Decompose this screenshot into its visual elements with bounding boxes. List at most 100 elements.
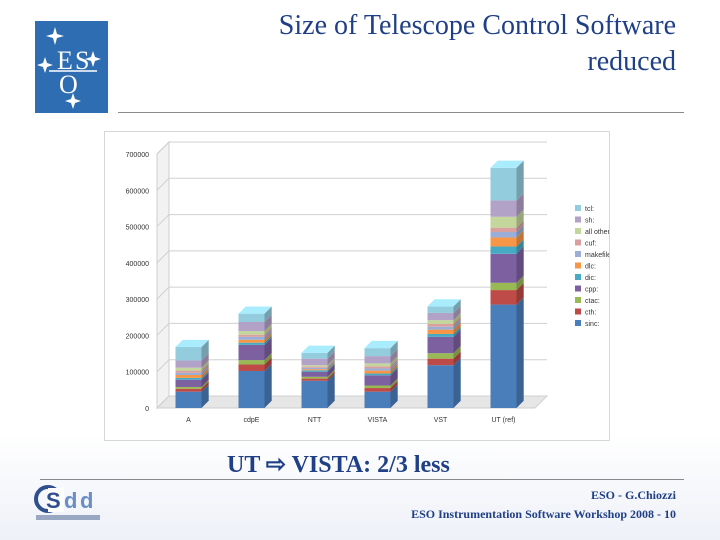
bar-segment bbox=[427, 329, 454, 334]
bar-segment bbox=[301, 366, 328, 368]
bar-segment bbox=[490, 290, 517, 305]
bar-segment bbox=[301, 367, 328, 370]
legend-label: cpp: bbox=[585, 287, 598, 294]
bar-segment bbox=[301, 371, 328, 377]
bar-segment-side bbox=[327, 363, 335, 372]
bar-segment bbox=[364, 373, 391, 376]
bar-segment bbox=[175, 377, 202, 380]
legend-swatch bbox=[575, 205, 581, 211]
x-tick-label: VISTA bbox=[368, 417, 388, 424]
legend-label: sinc: bbox=[585, 321, 599, 328]
bar-segment-side bbox=[264, 352, 272, 365]
bar-segment-side bbox=[201, 363, 209, 373]
slide-title-line2: reduced bbox=[587, 46, 676, 77]
legend-swatch bbox=[575, 262, 581, 269]
bar-segment-side bbox=[390, 359, 398, 369]
y-tick-label: 700000 bbox=[126, 152, 149, 159]
bar-segment bbox=[238, 331, 265, 335]
bar-segment-side bbox=[201, 370, 209, 380]
bar-segment bbox=[364, 391, 391, 408]
bar-segment bbox=[427, 323, 454, 327]
bar-segment-side bbox=[264, 329, 272, 340]
bar-segment bbox=[238, 322, 265, 332]
sdd-logo: S d d bbox=[34, 484, 104, 524]
bar-segment bbox=[364, 375, 391, 386]
bar-segment-side bbox=[390, 348, 398, 364]
subtitle-right: VISTA: 2/3 less bbox=[291, 452, 450, 478]
bar-segment-side bbox=[453, 326, 461, 337]
legend-label: makefile: bbox=[585, 252, 609, 259]
bar-segment bbox=[427, 320, 454, 324]
bar-segment-side bbox=[390, 366, 398, 376]
y-tick-label: 600000 bbox=[126, 188, 149, 195]
gridline bbox=[156, 395, 547, 409]
bar-top bbox=[427, 299, 461, 307]
bar-segment-side bbox=[264, 327, 272, 337]
bar-segment-side bbox=[516, 230, 524, 247]
bar-segment bbox=[238, 336, 265, 340]
bar-segment bbox=[427, 336, 454, 354]
bar-segment bbox=[427, 333, 454, 337]
bar-segment-side bbox=[327, 360, 335, 370]
x-tick-label: cdpE bbox=[244, 417, 260, 424]
logo-letter-s: S bbox=[75, 46, 89, 75]
bar-segment bbox=[490, 282, 517, 291]
y-tick-label: 300000 bbox=[126, 297, 149, 304]
bar-segment-side bbox=[264, 306, 272, 323]
footer-author: ESO - G.Chiozzi bbox=[590, 488, 676, 502]
x-tick-label: UT (ref) bbox=[492, 417, 516, 424]
stacked-bar-chart: 700000 600000 500000 400000 300000 200000 1000… bbox=[126, 140, 609, 424]
bar-segment bbox=[238, 370, 265, 408]
bar-segment bbox=[238, 344, 265, 361]
bar-segment bbox=[301, 358, 328, 366]
bar-segment bbox=[175, 347, 202, 361]
gridline bbox=[156, 322, 547, 336]
bar-segment bbox=[175, 374, 202, 378]
svg-text:S: S bbox=[46, 488, 61, 513]
bar-segment bbox=[427, 326, 454, 330]
bar-segment-side bbox=[453, 346, 461, 359]
bar-segment bbox=[427, 306, 454, 313]
y-tick-label: 400000 bbox=[126, 261, 149, 268]
bar-segment bbox=[301, 369, 328, 371]
bar-segment-side bbox=[516, 224, 524, 238]
bar-segment bbox=[238, 342, 265, 345]
bar-segment-side bbox=[327, 361, 335, 371]
bar-segment-side bbox=[516, 282, 524, 305]
bar-segment-side bbox=[390, 378, 398, 389]
bar-segment-side bbox=[390, 361, 398, 371]
slide-subtitle: UT ⇨ VISTA: 2/3 less bbox=[227, 450, 450, 479]
bar-segment bbox=[490, 227, 517, 233]
y-tick-label: 500000 bbox=[126, 225, 149, 232]
bar-segment bbox=[490, 304, 517, 408]
bar-segment bbox=[364, 363, 391, 367]
x-tick-label: VST bbox=[434, 417, 448, 424]
logo-letters-eso: E bbox=[57, 46, 73, 75]
slide-title: Size of Telescope Control Software reduc… bbox=[116, 8, 676, 80]
bar-segment-side bbox=[201, 360, 209, 371]
gridline bbox=[156, 250, 547, 264]
bar-segment bbox=[175, 372, 202, 375]
bar-segment-side bbox=[453, 351, 461, 366]
bar-segment bbox=[490, 200, 517, 217]
bar-segment bbox=[238, 339, 265, 343]
bar-segment bbox=[175, 379, 202, 387]
bar-segment-side bbox=[264, 314, 272, 332]
top-divider bbox=[118, 112, 684, 113]
bar-segment-side bbox=[453, 305, 461, 321]
svg-text:d: d bbox=[64, 488, 77, 513]
bar-segment-side bbox=[201, 367, 209, 378]
bar-segment-side bbox=[516, 160, 524, 201]
bar-top bbox=[175, 339, 209, 348]
bar-segment bbox=[301, 376, 328, 379]
bar-segment-side bbox=[327, 359, 335, 368]
legend-label: ctac: bbox=[585, 298, 600, 305]
bar-segment bbox=[175, 391, 202, 408]
bar-segment bbox=[427, 312, 454, 321]
legend-swatch bbox=[575, 285, 581, 292]
y-tick-label: 0 bbox=[145, 406, 149, 413]
bar-segment-side bbox=[327, 364, 335, 377]
bar-segment-side bbox=[453, 322, 461, 334]
legend-label: all other: bbox=[585, 229, 609, 236]
logo-letter-o: O bbox=[59, 70, 78, 99]
